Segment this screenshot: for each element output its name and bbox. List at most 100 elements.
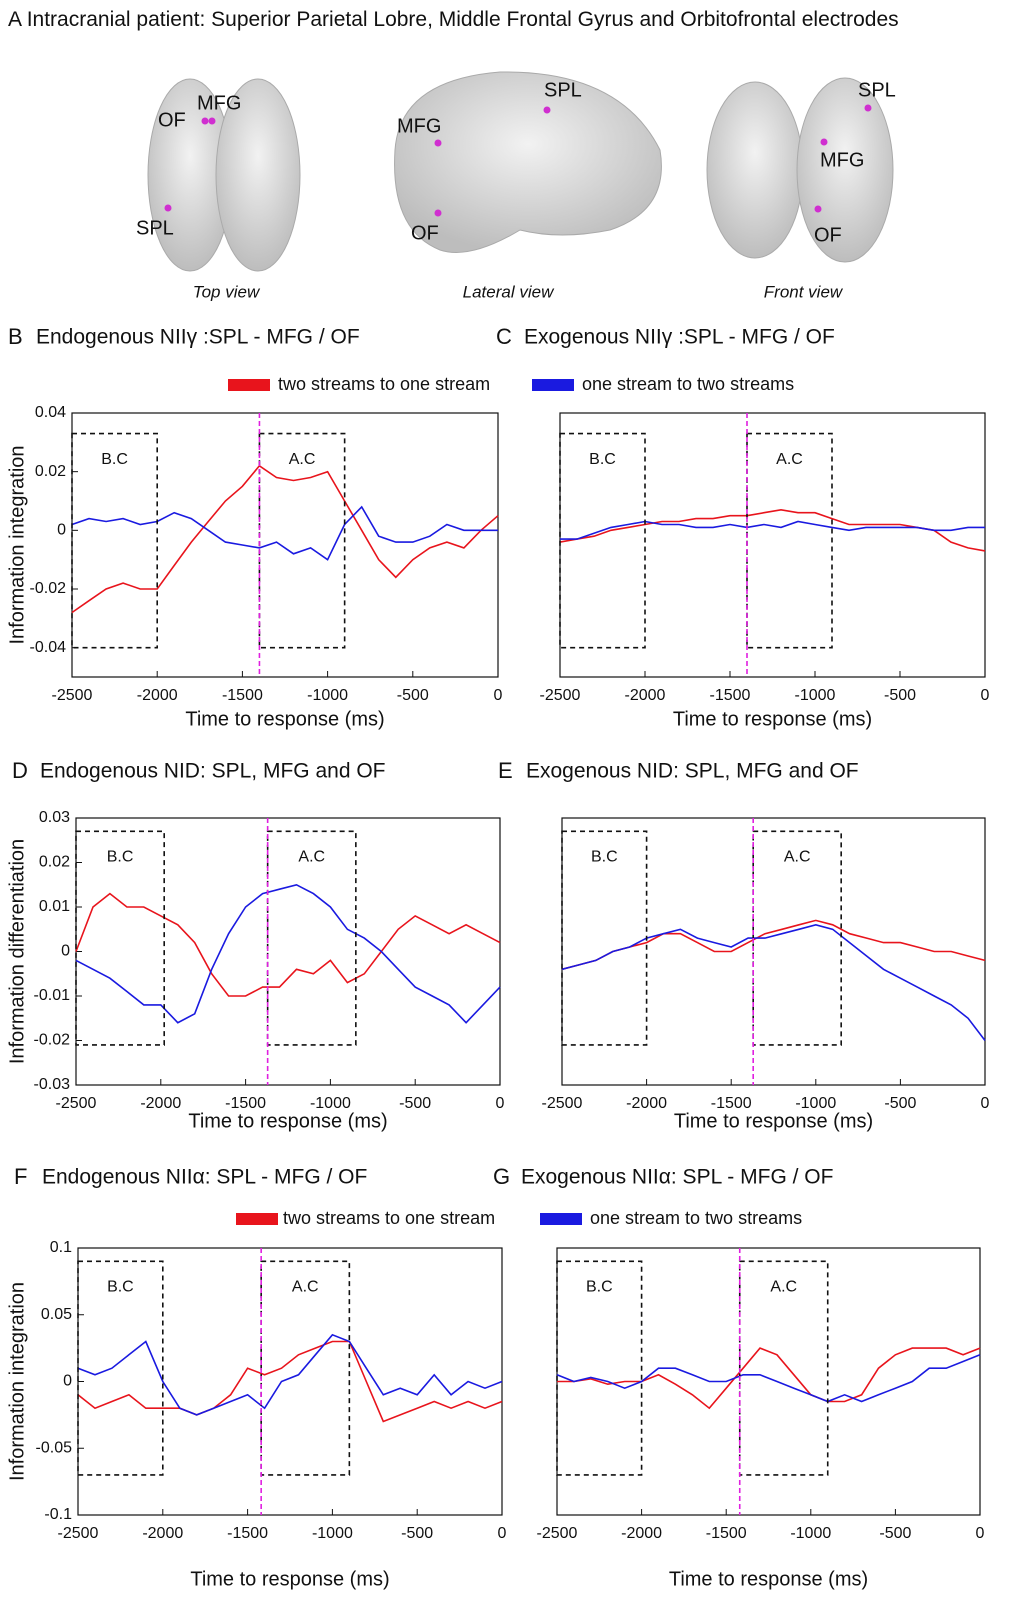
- x-tick-label: -500: [879, 1525, 911, 1542]
- chart-title: Endogenous NIIα: SPL - MFG / OF: [42, 1166, 367, 1189]
- brain-lateral: MFG SPL OF Lateral view: [394, 71, 662, 301]
- electrode-label: MFG: [820, 149, 864, 171]
- series-line: [557, 1347, 981, 1410]
- series-line: [561, 923, 986, 1041]
- series-line: [75, 883, 501, 1024]
- legend-swatch: [228, 379, 270, 391]
- y-tick-label: -0.02: [34, 1032, 71, 1049]
- series-line: [77, 1333, 503, 1416]
- y-axis-label: Information differentiation: [6, 839, 28, 1064]
- plot-frame: [559, 412, 986, 678]
- electrode-label: MFG: [397, 115, 441, 137]
- x-tick-label: -1000: [790, 1525, 831, 1542]
- x-tick-label: -2500: [540, 687, 581, 704]
- series-line: [560, 520, 985, 540]
- window-box: [746, 432, 833, 649]
- x-tick-label: 0: [981, 1095, 990, 1112]
- legend-swatch: [236, 1213, 278, 1225]
- window-box: [71, 432, 158, 649]
- x-tick-label: -2000: [626, 1095, 667, 1112]
- window-box: [77, 1260, 164, 1476]
- x-tick-label: -2000: [137, 687, 178, 704]
- panel-letter: A: [8, 8, 21, 31]
- x-axis-label: Time to response (ms): [190, 1568, 389, 1590]
- x-tick-label: 0: [496, 1095, 505, 1112]
- x-tick-label: -2500: [58, 1525, 99, 1542]
- x-tick-label: -2500: [52, 687, 93, 704]
- panel-a-title: A Intracranial patient: Superior Parieta…: [8, 6, 908, 33]
- x-tick-label: 0: [981, 687, 990, 704]
- window-box: [556, 1260, 643, 1476]
- window-label: A.C: [776, 451, 803, 468]
- window-label: A.C: [770, 1279, 797, 1296]
- legend-label: one stream to two streams: [590, 1208, 802, 1228]
- x-tick-label: -1000: [312, 1525, 353, 1542]
- x-tick-label: -1500: [222, 687, 263, 704]
- x-tick-label: -1500: [227, 1525, 268, 1542]
- chart-title: Exogenous NID: SPL, MFG and OF: [526, 760, 859, 783]
- y-tick-label: -0.1: [44, 1506, 72, 1523]
- x-axis-label: Time to response (ms): [188, 1110, 387, 1132]
- x-tick-label: -1500: [711, 1095, 752, 1112]
- brain-top: OF MFG SPL Top view: [136, 78, 301, 301]
- legend-label: two streams to one stream: [283, 1208, 495, 1228]
- y-tick-label: 0.1: [50, 1239, 72, 1256]
- view-caption: Lateral view: [463, 282, 555, 301]
- x-tick-label: -500: [397, 687, 429, 704]
- series-line: [75, 892, 501, 997]
- y-tick-label: 0: [61, 943, 70, 960]
- x-tick-label: -1000: [795, 1095, 836, 1112]
- x-tick-label: -2500: [56, 1095, 97, 1112]
- x-axis-label: Time to response (ms): [673, 708, 872, 730]
- x-axis-label: Time to response (ms): [674, 1110, 873, 1132]
- y-axis-label: Information integration: [6, 1282, 28, 1481]
- panel-letter: G: [493, 1164, 510, 1189]
- x-tick-label: -2500: [542, 1095, 583, 1112]
- x-axis-label: Time to response (ms): [185, 708, 384, 730]
- series-line: [71, 505, 498, 561]
- y-tick-label: 0.02: [39, 854, 70, 871]
- x-tick-label: 0: [494, 687, 503, 704]
- y-tick-label: 0.04: [35, 404, 66, 421]
- y-tick-label: -0.03: [34, 1076, 71, 1093]
- legend-swatch: [540, 1213, 582, 1225]
- chart-title: Endogenous NID: SPL, MFG and OF: [40, 760, 386, 783]
- y-axis-label: Information integration: [6, 445, 28, 644]
- plot-frame: [71, 412, 499, 678]
- x-tick-label: -2000: [621, 1525, 662, 1542]
- y-tick-label: 0: [57, 522, 66, 539]
- brain-front: SPL MFG OF Front view: [706, 77, 896, 301]
- panel-letter: E: [498, 758, 513, 783]
- y-tick-label: 0.01: [39, 898, 70, 915]
- y-tick-label: 0.03: [39, 809, 70, 826]
- window-label: B.C: [107, 1279, 134, 1296]
- y-tick-label: 0: [63, 1373, 72, 1390]
- y-tick-label: -0.05: [36, 1439, 73, 1456]
- chart-title: Exogenous NIIγ :SPL - MFG / OF: [524, 326, 835, 349]
- y-tick-label: -0.02: [30, 580, 67, 597]
- x-tick-label: -1000: [795, 687, 836, 704]
- x-tick-label: -500: [884, 1095, 916, 1112]
- y-tick-label: 0.02: [35, 463, 66, 480]
- x-tick-label: 0: [976, 1525, 985, 1542]
- x-tick-label: -2000: [625, 687, 666, 704]
- electrode-label: OF: [158, 109, 186, 131]
- y-tick-label: -0.01: [34, 987, 71, 1004]
- window-label: A.C: [298, 849, 325, 866]
- window-label: B.C: [591, 849, 618, 866]
- electrode-label: SPL: [136, 217, 174, 239]
- series-line: [77, 1340, 503, 1423]
- x-tick-label: 0: [498, 1525, 507, 1542]
- series-line: [71, 464, 499, 614]
- panel-letter: D: [12, 758, 28, 783]
- x-tick-label: -1500: [710, 687, 751, 704]
- plot-frame: [561, 817, 986, 1086]
- view-caption: Front view: [764, 282, 844, 301]
- electrode-label: OF: [814, 224, 842, 246]
- x-tick-label: -500: [401, 1525, 433, 1542]
- window-label: B.C: [101, 451, 128, 468]
- window-label: A.C: [289, 451, 316, 468]
- legend-swatch: [532, 379, 574, 391]
